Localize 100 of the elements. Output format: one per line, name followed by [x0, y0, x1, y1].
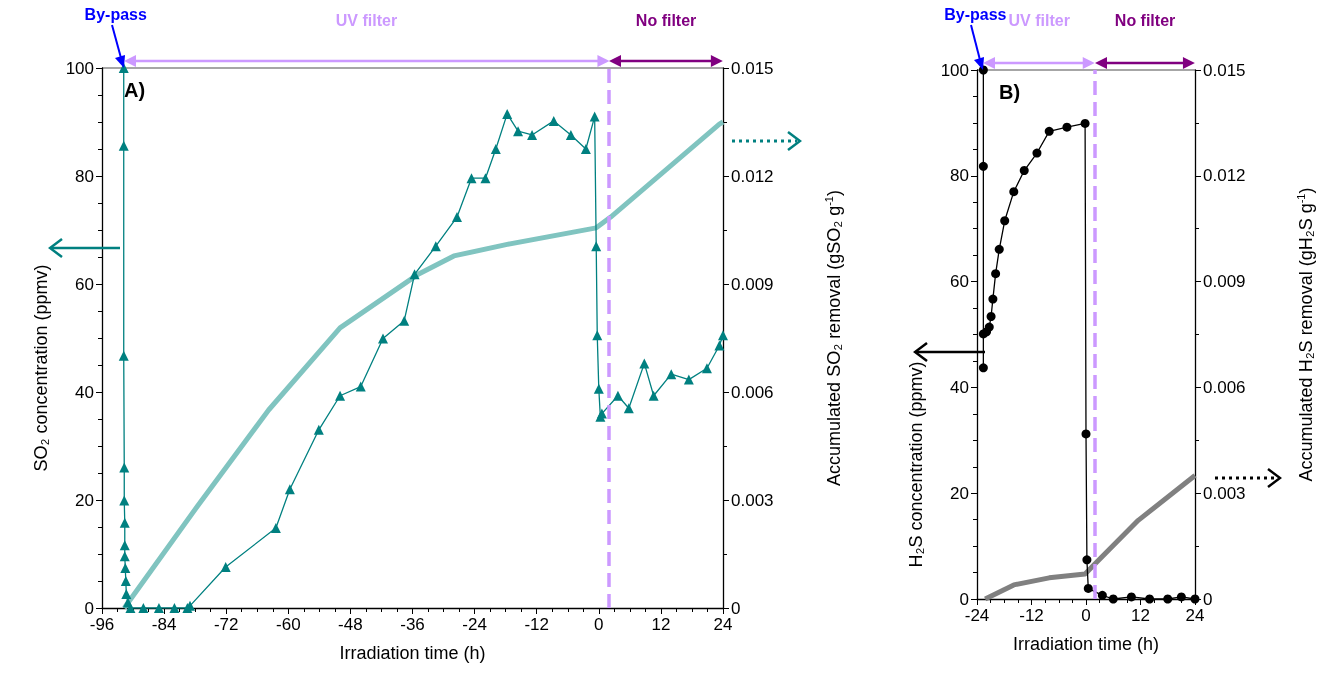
y-tick-label: 60: [950, 272, 969, 292]
point: [1145, 594, 1155, 604]
point: [153, 603, 164, 613]
x-tick-label: 24: [713, 615, 733, 634]
point: [714, 340, 725, 351]
point: [593, 383, 604, 394]
point: [119, 540, 130, 551]
point: [1083, 583, 1093, 593]
point: [984, 322, 994, 332]
point: [1163, 594, 1173, 604]
point: [313, 424, 324, 435]
y-tick-label: 20: [75, 490, 94, 510]
point: [355, 381, 366, 392]
point: [119, 462, 130, 473]
point: [1000, 216, 1010, 226]
point: [683, 374, 694, 385]
x-axis-title: Irradiation time (h): [1012, 634, 1160, 654]
point: [978, 363, 988, 373]
x-tick-label: -96: [89, 615, 115, 634]
point: [120, 576, 131, 586]
point: [648, 390, 659, 401]
point: [1009, 187, 1019, 197]
y-tick-label: 80: [75, 166, 94, 186]
point: [1019, 166, 1029, 176]
point: [513, 126, 524, 137]
point: [1126, 592, 1136, 602]
point: [1044, 126, 1054, 136]
text: UV filter: [1008, 11, 1070, 29]
x-tick-label: 24: [1185, 606, 1205, 625]
point: [118, 350, 129, 361]
point: [1032, 148, 1042, 158]
point: [399, 315, 410, 326]
y-tick-label: 0: [959, 589, 969, 609]
x-tick-label: 12: [1131, 606, 1150, 625]
y-axis-title: SO₂ concentration (ppmv): [31, 264, 51, 472]
point: [121, 588, 132, 599]
point: [527, 129, 538, 140]
y-tick-label: 80: [950, 166, 969, 186]
point: [1082, 555, 1092, 565]
y2-tick-label: 0.009: [1203, 272, 1246, 292]
point: [138, 603, 149, 613]
point: [1062, 122, 1072, 132]
x-tick-label: 0: [1081, 606, 1091, 625]
y2-tick-label: 0.006: [731, 382, 774, 402]
point: [270, 523, 281, 534]
point: [988, 294, 998, 304]
point: [1176, 592, 1186, 602]
x-axis-title: Irradiation time (h): [339, 643, 486, 663]
point: [548, 115, 559, 126]
point: [1097, 590, 1107, 600]
y2-tick-label: 0: [1203, 589, 1213, 609]
text: No filter: [635, 11, 697, 29]
x-tick-label: -24: [462, 615, 487, 634]
point: [565, 129, 576, 140]
point: [490, 144, 501, 154]
point: [589, 111, 600, 122]
y2-tick-label: 0.009: [731, 274, 774, 294]
point: [592, 330, 603, 341]
point: [466, 173, 477, 184]
text: By-pass: [84, 5, 147, 23]
y2-tick-label: 0.006: [1203, 377, 1246, 397]
y-tick-label: 40: [75, 382, 94, 402]
text: By-pass: [944, 5, 1007, 23]
point: [502, 108, 513, 119]
point: [1080, 118, 1090, 128]
point: [591, 241, 602, 252]
point: [580, 144, 591, 154]
annotation: A): [124, 79, 146, 101]
text: UV filter: [335, 11, 398, 29]
y2-axis-title: Accumulated SO₂ removal (gSO₂ g-1): [822, 190, 844, 486]
point: [220, 561, 231, 572]
point: [991, 269, 1001, 279]
point: [430, 241, 441, 252]
point: [718, 330, 728, 341]
point: [118, 63, 129, 73]
point: [335, 390, 346, 401]
text: No filter: [1114, 11, 1176, 29]
y-tick-label: 60: [75, 274, 94, 294]
x-tick-label: -12: [1019, 606, 1044, 625]
y-tick-label: 100: [65, 58, 94, 78]
x-tick-label: -12: [524, 615, 549, 634]
y2-tick-label: 0.015: [731, 58, 774, 78]
x-tick-label: -36: [400, 615, 425, 634]
y-axis-title: H₂S concentration (ppmv): [906, 361, 926, 568]
x-tick-label: -84: [151, 615, 177, 634]
point: [169, 603, 180, 613]
point: [452, 212, 463, 223]
y2-tick-label: 0.012: [1203, 166, 1246, 186]
x-tick-label: 0: [594, 615, 604, 634]
point: [409, 269, 420, 280]
point: [284, 484, 295, 495]
point: [701, 363, 712, 374]
point: [378, 333, 388, 344]
y2-axis-title: Accumulated H₂S removal (gH₂S g-1): [1294, 187, 1316, 482]
y-tick-label: 40: [950, 377, 969, 397]
point: [119, 495, 130, 506]
point: [1108, 594, 1118, 604]
y-tick-label: 20: [950, 483, 969, 503]
point: [978, 161, 988, 171]
point: [120, 563, 131, 574]
